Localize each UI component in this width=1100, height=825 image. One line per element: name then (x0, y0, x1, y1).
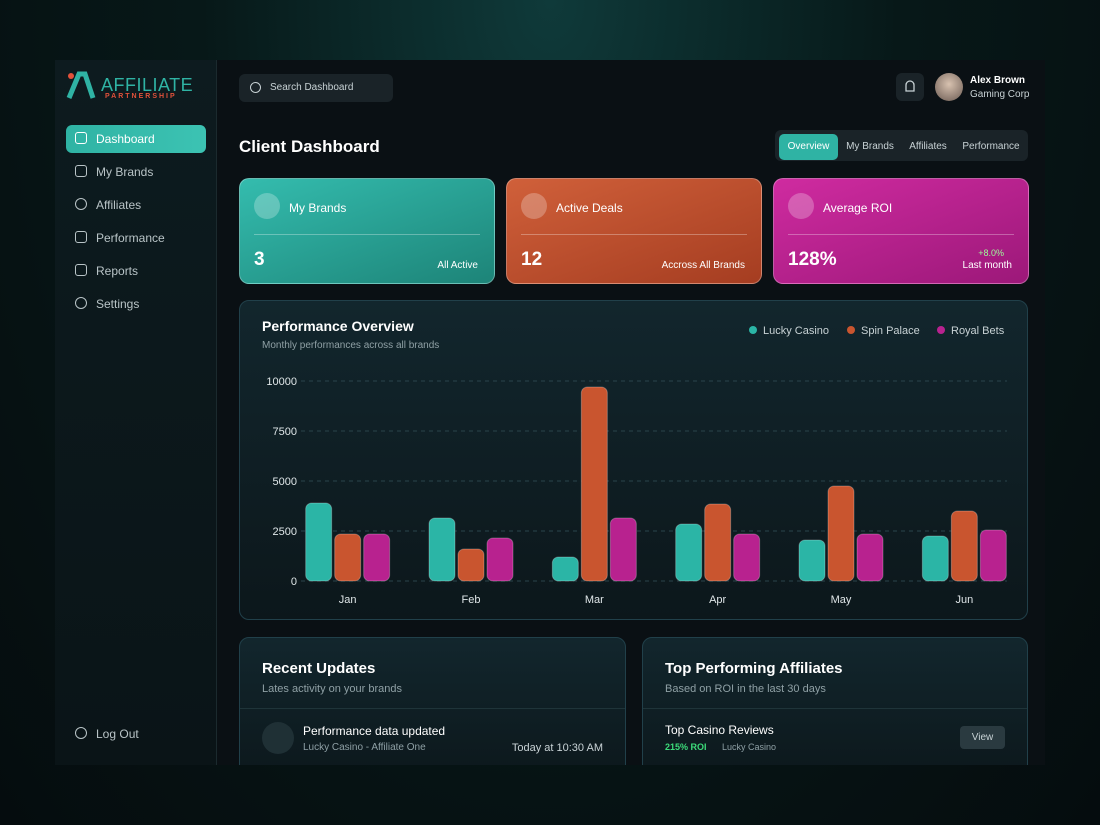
legend-dot (749, 326, 757, 334)
bar (428, 517, 456, 582)
bar (675, 523, 703, 582)
chart-title: Performance Overview (262, 318, 414, 334)
panel-title: Recent Updates (262, 660, 376, 677)
sidebar: AFFILIATE PARTNERSHIP Dashboard My Brand… (55, 60, 217, 765)
panel-title: Top Performing Affiliates (665, 660, 843, 677)
card-value: 128% (788, 249, 837, 270)
legend-dot (847, 326, 855, 334)
stat-card: My Brands 3 All Active (239, 178, 495, 284)
affiliate-name: Top Casino Reviews (665, 723, 774, 737)
bar (733, 533, 761, 582)
nav-label: Dashboard (96, 132, 155, 146)
tab[interactable]: Overview (779, 134, 838, 160)
y-tick-label: 5000 (273, 476, 297, 488)
bar (921, 535, 949, 582)
nav-item[interactable]: Affiliates (66, 191, 206, 219)
logo-title: AFFILIATE (101, 75, 194, 95)
card-value: 3 (254, 249, 265, 270)
stat-card: Active Deals 12 Accross All Brands (506, 178, 762, 284)
card-note: Accross All Brands (661, 260, 745, 271)
logo-icon (66, 71, 96, 99)
nav-item[interactable]: Performance (66, 224, 206, 252)
legend-label: Lucky Casino (763, 325, 829, 337)
search-box[interactable]: Search Dashboard (239, 74, 393, 102)
tab[interactable]: Affiliates (909, 141, 947, 152)
bar (363, 533, 391, 582)
user-name: Alex Brown (970, 75, 1026, 86)
y-tick-label: 2500 (273, 526, 297, 538)
nav-label: Reports (96, 264, 139, 278)
panel-subtitle: Lates activity on your brands (262, 683, 403, 695)
update-time: Today at 10:30 AM (511, 742, 603, 754)
notification-button[interactable] (896, 73, 924, 101)
nav-label: Performance (96, 231, 165, 245)
page-title: Client Dashboard (239, 137, 380, 156)
card-label: Average ROI (823, 201, 893, 215)
stat-card: Average ROI 128% +8.0% Last month (773, 178, 1029, 284)
card-label: My Brands (289, 201, 347, 215)
card-value: 12 (521, 249, 543, 270)
x-tick-label: Mar (585, 594, 604, 606)
update-icon (262, 722, 294, 754)
legend-label: Royal Bets (951, 325, 1005, 337)
x-tick-label: Apr (709, 594, 726, 606)
x-tick-label: Jun (955, 594, 973, 606)
search-placeholder: Search Dashboard (270, 82, 354, 93)
bar (798, 539, 826, 582)
panel-subtitle: Based on ROI in the last 30 days (665, 683, 826, 695)
affiliate-brand: Lucky Casino (722, 742, 777, 752)
x-tick-label: May (831, 594, 852, 606)
logout-label: Log Out (96, 727, 139, 741)
affiliate-roi: 215% ROI (665, 742, 707, 752)
nav-label: My Brands (96, 165, 154, 179)
y-tick-label: 10000 (266, 376, 297, 388)
update-detail: Lucky Casino - Affiliate One (303, 742, 426, 753)
user-company: Gaming Corp (970, 89, 1030, 100)
legend-dot (937, 326, 945, 334)
view-button[interactable]: View (960, 726, 1005, 749)
bar (305, 502, 333, 582)
nav-item[interactable]: Dashboard (66, 125, 206, 153)
tab[interactable]: My Brands (846, 141, 894, 152)
card-note: Last month (962, 260, 1012, 271)
bar (457, 548, 485, 582)
card-label: Active Deals (556, 201, 623, 215)
recent-updates-panel: Recent Updates Lates activity on your br… (239, 637, 626, 765)
bar (827, 485, 855, 582)
app-window: AFFILIATE PARTNERSHIP Dashboard My Brand… (55, 60, 1045, 765)
x-tick-label: Feb (462, 594, 481, 606)
legend-label: Spin Palace (861, 325, 920, 337)
x-tick-label: Jan (339, 594, 357, 606)
tab[interactable]: Performance (962, 141, 1020, 152)
card-note: All Active (437, 260, 478, 271)
card-change: +8.0% (978, 248, 1004, 258)
avatar[interactable] (935, 73, 963, 101)
logout[interactable]: Log Out (66, 720, 206, 748)
bar (704, 503, 732, 582)
chart-panel: Performance Overview Monthly performance… (239, 300, 1028, 620)
nav-item[interactable]: Settings (66, 290, 206, 318)
bell-icon (905, 80, 915, 92)
bar (979, 529, 1007, 582)
bar (486, 537, 514, 582)
bar (551, 556, 579, 582)
top-affiliates-panel: Top Performing Affiliates Based on ROI i… (642, 637, 1028, 765)
chart-subtitle: Monthly performances across all brands (262, 340, 439, 351)
nav-item[interactable]: My Brands (66, 158, 206, 186)
bar (950, 510, 978, 582)
y-tick-label: 0 (291, 576, 297, 588)
nav-item[interactable]: Reports (66, 257, 206, 285)
y-tick-label: 7500 (273, 426, 297, 438)
logo-subtitle: PARTNERSHIP (105, 93, 177, 100)
nav-label: Settings (96, 297, 140, 311)
bar (334, 533, 362, 582)
bar (580, 386, 608, 582)
bar (609, 517, 637, 582)
update-title: Performance data updated (303, 724, 446, 738)
bar (856, 533, 884, 582)
nav-label: Affiliates (96, 198, 142, 212)
